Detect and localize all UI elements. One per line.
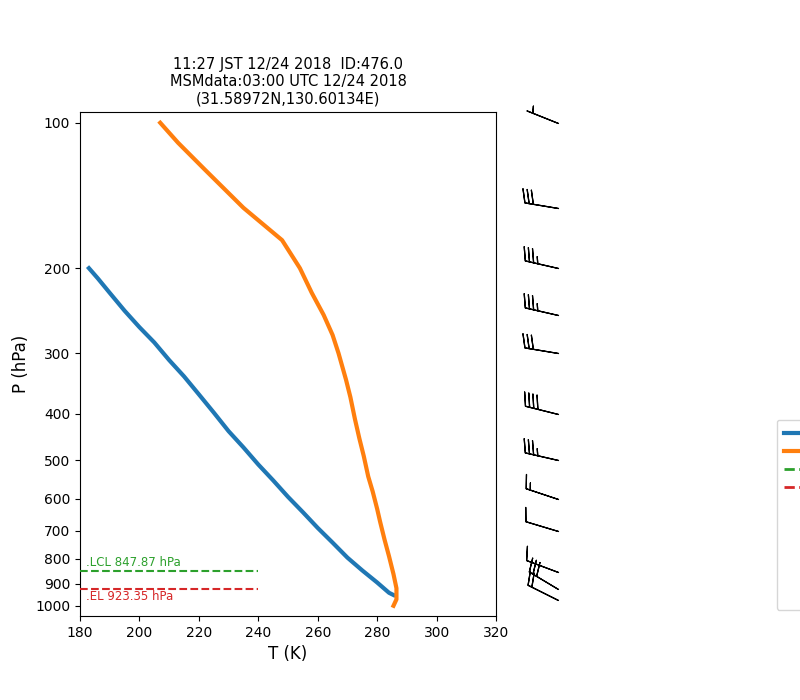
Title: 11:27 JST 12/24 2018  ID:476.0
MSMdata:03:00 UTC 12/24 2018
(31.58972N,130.60134: 11:27 JST 12/24 2018 ID:476.0 MSMdata:03… [170,57,406,106]
Legend: parcel profile, Environment, LCL 847.87 hPa, EL 923.35 hPa, CAPE 2.27, SSI 18.65: parcel profile, Environment, LCL 847.87 … [777,420,800,610]
Y-axis label: P (hPa): P (hPa) [11,335,30,393]
X-axis label: T (K): T (K) [268,645,308,664]
Text: .EL 923.35 hPa: .EL 923.35 hPa [86,590,173,603]
Text: .LCL 847.87 hPa: .LCL 847.87 hPa [86,556,181,570]
